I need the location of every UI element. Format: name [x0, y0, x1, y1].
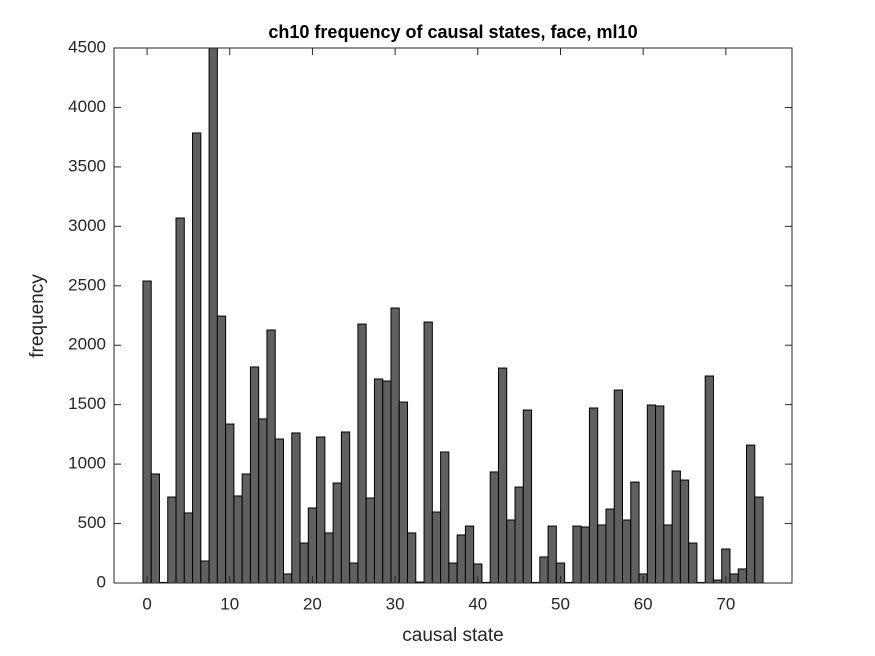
bar [299, 542, 309, 584]
bar [440, 451, 450, 584]
bar [258, 418, 268, 584]
bar [150, 473, 160, 584]
bar [291, 432, 301, 584]
bar [448, 562, 458, 584]
bar [737, 568, 748, 584]
bar [216, 315, 227, 584]
x-tick-label: 30 [386, 594, 405, 613]
bar [489, 471, 499, 584]
chart-title: ch10 frequency of causal states, face, m… [268, 22, 637, 42]
bar [192, 132, 202, 584]
y-tick-label: 2000 [68, 335, 106, 354]
bar [646, 404, 657, 584]
y-tick-label: 4000 [68, 97, 106, 116]
bar [365, 497, 375, 584]
bar [208, 47, 218, 584]
y-tick-label: 1500 [68, 394, 106, 413]
bar [167, 496, 177, 584]
bar [663, 524, 673, 584]
bar [316, 436, 326, 584]
bar [349, 562, 359, 584]
bar [274, 438, 285, 584]
bar [539, 556, 549, 584]
bar [233, 495, 243, 584]
bar [175, 217, 185, 584]
bar [332, 482, 342, 584]
bar [142, 280, 152, 584]
bar [390, 307, 400, 584]
bar [729, 573, 739, 584]
x-tick-label: 50 [551, 594, 570, 613]
y-tick-label: 0 [97, 572, 106, 591]
bar [497, 367, 508, 584]
x-tick-label: 20 [303, 594, 322, 613]
bar [340, 431, 351, 584]
bar [241, 473, 251, 584]
bar [398, 401, 409, 584]
bar [622, 519, 632, 584]
x-axis-label: causal state [402, 625, 503, 646]
bar [679, 479, 690, 584]
y-tick-label: 3000 [68, 216, 106, 235]
bar [754, 496, 764, 584]
bar [200, 560, 210, 584]
bar [407, 532, 417, 584]
bar [373, 378, 384, 584]
bar [746, 444, 756, 584]
y-tick-label: 1000 [68, 454, 106, 473]
y-tick-label: 3500 [68, 156, 106, 175]
bar [597, 524, 607, 584]
bar [423, 321, 433, 584]
bar [307, 507, 318, 584]
bar [464, 525, 475, 584]
bar [588, 407, 599, 584]
bar [506, 519, 516, 584]
y-tick-label: 4500 [68, 37, 106, 56]
bar [357, 323, 367, 584]
bar [522, 409, 533, 584]
x-tick-label: 70 [716, 594, 735, 613]
bar [225, 423, 235, 584]
bar [704, 375, 714, 584]
bar [431, 511, 442, 584]
bar [324, 532, 334, 584]
bar [514, 486, 524, 584]
bar [580, 526, 590, 584]
bar [655, 405, 665, 584]
bar [605, 508, 615, 584]
bar [266, 329, 276, 584]
bar [283, 573, 293, 584]
bar [572, 525, 582, 584]
y-tick-label: 500 [78, 513, 106, 532]
x-tick-label: 10 [220, 594, 239, 613]
bar [547, 525, 557, 584]
axes-box [113, 47, 793, 584]
y-tick-label: 2500 [68, 275, 106, 294]
bar [613, 389, 623, 584]
bar [671, 470, 681, 584]
bar [249, 366, 260, 584]
bar [456, 534, 466, 584]
bar [183, 512, 194, 584]
bar [382, 380, 392, 584]
x-tick-label: 0 [142, 594, 151, 613]
x-tick-label: 60 [634, 594, 653, 613]
bar [688, 542, 698, 584]
bar [630, 481, 640, 584]
x-tick-label: 40 [468, 594, 487, 613]
y-axis-label: frequency [27, 274, 48, 358]
